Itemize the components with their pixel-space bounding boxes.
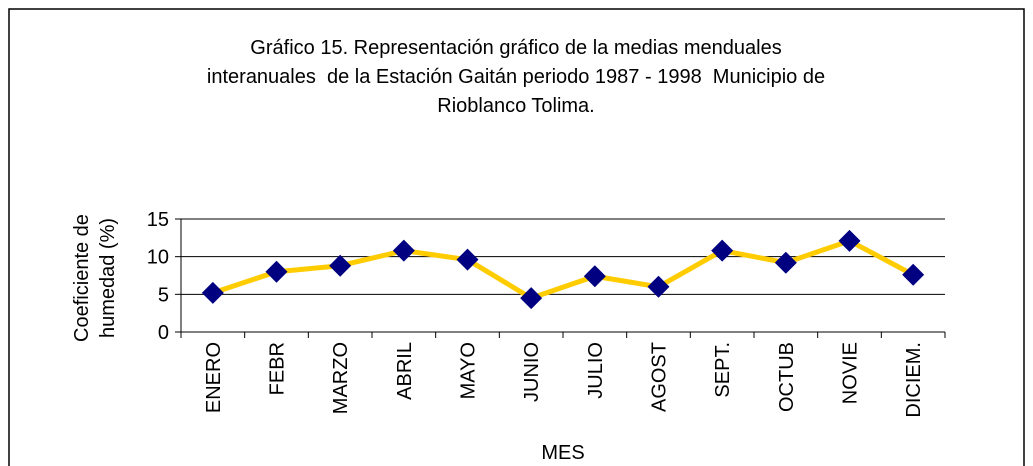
data-line — [212, 238, 915, 301]
y-tick-label: 0 — [158, 322, 169, 344]
x-tick-label: ENERO — [203, 342, 225, 413]
data-marker — [774, 251, 797, 274]
data-marker — [201, 281, 224, 304]
y-axis-label: humedad (%) — [97, 218, 119, 338]
y-tick-label: 15 — [147, 209, 169, 231]
x-tick-label: SEPT. — [712, 342, 734, 398]
x-axis-label: MES — [541, 442, 584, 464]
y-axis-label: Coeficiente de — [71, 214, 93, 342]
chart-title: Rioblanco Tolima. — [437, 95, 595, 117]
data-marker — [902, 263, 925, 286]
data-marker — [711, 239, 734, 262]
data-marker — [647, 275, 670, 298]
x-tick-label: FEBR — [267, 342, 289, 395]
x-tick-label: JULIO — [585, 342, 607, 399]
y-tick-label: 5 — [158, 284, 169, 306]
chart-title: Gráfico 15. Representación gráfico de la… — [250, 37, 781, 59]
data-marker — [583, 265, 606, 288]
x-tick-label: NOVIE — [840, 342, 862, 404]
x-tick-label: MAYO — [458, 342, 480, 399]
x-tick-label: JUNIO — [521, 342, 543, 402]
x-tick-label: AGOST — [649, 342, 671, 412]
x-tick-label: MARZO — [330, 342, 352, 414]
data-marker — [392, 239, 415, 262]
data-marker — [265, 260, 288, 283]
data-marker — [456, 248, 479, 271]
y-tick-label: 10 — [147, 247, 169, 269]
data-marker — [520, 287, 543, 310]
data-marker — [838, 229, 861, 252]
x-tick-label: DICIEM. — [903, 342, 925, 418]
x-tick-label: OCTUB — [776, 342, 798, 412]
chart-title: interanuales de la Estación Gaitán perio… — [207, 66, 825, 88]
x-tick-label: ABRIL — [394, 342, 416, 400]
data-marker — [329, 254, 352, 277]
